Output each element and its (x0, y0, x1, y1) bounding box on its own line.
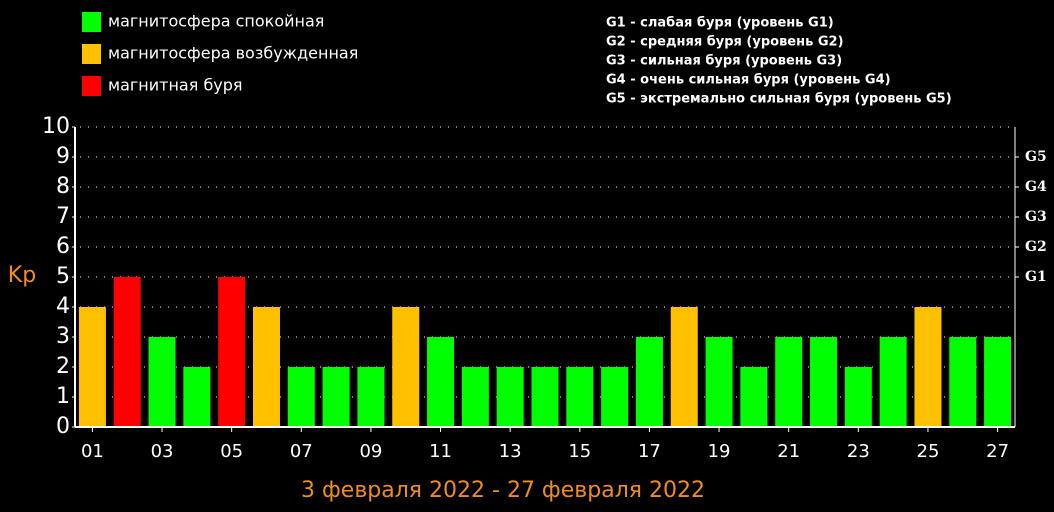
legend-swatch (82, 44, 101, 64)
x-tick-label: 11 (429, 441, 452, 462)
bar (148, 337, 176, 427)
y-tick-label: 3 (56, 324, 70, 349)
x-tick-label: 03 (151, 441, 174, 462)
bar (113, 277, 141, 427)
bar (531, 367, 559, 427)
legend-swatch (82, 76, 101, 96)
legend-label: магнитная буря (108, 76, 243, 95)
bar (496, 367, 524, 427)
x-tick-label: 05 (220, 441, 243, 462)
y-tick-label: 0 (56, 414, 70, 439)
y-tick-label: 4 (56, 294, 70, 319)
x-tick-label: 07 (290, 441, 313, 462)
x-tick-label: 17 (638, 441, 661, 462)
bar (392, 307, 420, 427)
bar (670, 307, 698, 427)
bar (949, 337, 977, 427)
bar (461, 367, 489, 427)
x-tick-label: 25 (917, 441, 940, 462)
bar (810, 337, 838, 427)
bar (914, 307, 942, 427)
bar (601, 367, 629, 427)
bar (183, 367, 211, 427)
x-tick-label: 27 (986, 441, 1009, 462)
bar (427, 337, 455, 427)
bar (635, 337, 663, 427)
y-tick-label: 5 (56, 264, 70, 289)
note: G3 - сильная буря (уровень G3) (606, 54, 842, 69)
y2-tick-label: G2 (1025, 239, 1047, 255)
y2-tick-label: G3 (1025, 209, 1047, 225)
bar (705, 337, 733, 427)
bar (844, 367, 872, 427)
bar (78, 307, 106, 427)
bar (252, 307, 280, 427)
x-tick-label: 23 (847, 441, 870, 462)
note: G5 - экстремально сильная буря (уровень … (606, 92, 952, 107)
y2-tick-label: G5 (1025, 149, 1047, 165)
legend-swatch (82, 12, 101, 32)
bar (566, 367, 594, 427)
x-tick-label: 19 (708, 441, 731, 462)
x-tick-label: 21 (777, 441, 800, 462)
bar (740, 367, 768, 427)
chart-title: 3 февраля 2022 - 27 февраля 2022 (301, 478, 705, 503)
y2-tick-label: G1 (1025, 269, 1047, 285)
y-tick-label: 1 (56, 384, 70, 409)
bar (879, 337, 907, 427)
bar (287, 367, 315, 427)
x-tick-label: 09 (359, 441, 382, 462)
bar (984, 337, 1012, 427)
bar (322, 367, 350, 427)
x-tick-label: 15 (568, 441, 591, 462)
x-tick-label: 01 (81, 441, 104, 462)
y-tick-label: 9 (56, 144, 70, 169)
bar (218, 277, 246, 427)
legend-label: магнитосфера спокойная (108, 12, 324, 31)
legend-label: магнитосфера возбужденная (108, 44, 358, 63)
x-tick-label: 13 (499, 441, 522, 462)
note: G2 - средняя буря (уровень G2) (606, 35, 844, 50)
y-tick-label: 6 (56, 234, 70, 259)
note: G1 - слабая буря (уровень G1) (606, 16, 834, 31)
y-tick-label: 2 (56, 354, 70, 379)
note: G4 - очень сильная буря (уровень G4) (606, 73, 891, 88)
y-tick-label: 10 (42, 114, 70, 139)
bar (357, 367, 385, 427)
y-tick-label: 7 (56, 204, 70, 229)
y2-tick-label: G4 (1025, 179, 1047, 195)
bar (775, 337, 803, 427)
y-axis-label: Kp (8, 263, 36, 288)
y-tick-label: 8 (56, 174, 70, 199)
